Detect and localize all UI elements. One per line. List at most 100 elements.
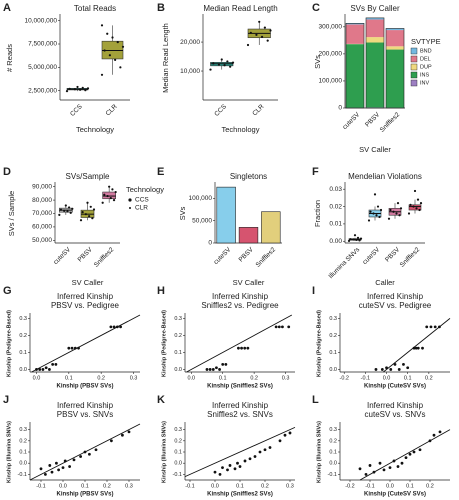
point [218,368,221,371]
point [379,208,383,212]
point [255,33,258,36]
point [385,366,388,370]
point [215,366,218,370]
point [103,193,106,196]
legend-symbol [128,198,132,202]
bar-segment [346,23,364,25]
point [392,459,396,463]
x-tick-label: 0.3 [282,375,290,381]
point [64,204,67,207]
x-tick-label: 0.3 [130,375,138,381]
y-tick-label: 20,000 [180,39,200,46]
point [70,346,74,350]
legend-swatch [410,55,418,63]
point [38,368,42,371]
legend-label: DUP [420,64,432,70]
point [221,466,224,470]
point [400,461,404,465]
chart-title: Inferred Kinship [367,401,424,410]
point [211,368,215,371]
x-tick-label: cuteSV [341,111,361,131]
point [253,455,257,458]
point [88,452,91,456]
panel-letter: J [3,394,9,406]
y-axis-label: SVs / Sample [7,191,16,236]
y-axis-label: Kinship (Illumina SNVs) [6,421,12,483]
point [67,346,71,350]
x-tick-label: 0.2 [103,483,111,489]
point [83,450,87,454]
bar [238,227,259,244]
point [389,208,392,212]
chart-title: Total Reads [74,4,116,13]
point [243,459,247,463]
legend-label: CLR [135,205,148,212]
point [358,239,361,242]
y-tick-label: 0.2 [329,333,337,339]
x-tick-label: CLR [105,103,119,117]
bar-segment [366,42,384,108]
point [121,433,124,437]
point [238,465,242,468]
point [224,362,228,366]
chart-subtitle: cuteSV vs. SNVs [365,410,426,419]
point [79,455,82,458]
x-tick-label: 0.0 [33,375,41,381]
point [66,210,69,213]
point [91,217,94,220]
point [208,368,212,371]
point [89,205,92,208]
y-tick-label: 90,000 [32,183,52,190]
point [61,466,65,470]
point [268,446,272,449]
point [414,346,418,350]
point [418,448,422,452]
bar [216,186,236,244]
identity-line [184,426,296,478]
point [433,325,437,329]
point [393,362,397,366]
point [109,196,112,200]
bar-segment [366,17,384,20]
x-tick-label: PBSV [238,246,256,264]
point [425,325,429,329]
point [217,63,221,66]
point [218,473,222,476]
point [378,461,382,465]
y-tick-label: 0.2 [174,333,182,339]
point [213,470,217,474]
x-tick-label: Sniffles2 [255,246,278,269]
point [369,210,372,213]
point [243,346,247,350]
point [376,205,380,208]
y-axis-label: Kinship (Illumina SNVs) [161,421,167,483]
y-tick-label: 50,000 [192,217,212,224]
x-tick-label: 0.2 [425,375,433,381]
point [67,206,71,209]
bar-segment [386,30,404,47]
point [108,54,111,57]
y-tick-label: 0.3 [174,427,182,433]
point [119,325,122,329]
panel-letter: K [157,394,165,406]
legend-label: BND [420,48,432,54]
point [249,31,252,34]
x-axis-label: Kinship (Sniffles2 SVs) [207,384,273,390]
point [112,325,116,329]
point [274,325,278,329]
point [404,456,408,459]
point [260,35,264,38]
point [415,207,418,210]
x-tick-label: 0.1 [81,483,89,489]
bar-segment [346,24,364,44]
x-tick-label: -0.2 [339,375,348,381]
x-tick-label: 0.3 [286,483,294,489]
y-tick-label: 0.0 [329,461,337,467]
bar-outline [365,17,385,109]
x-tick-label: 0.1 [236,483,244,489]
y-tick-label: 0.0 [329,367,337,373]
legend-swatch [410,63,418,71]
point [127,430,131,434]
point [68,87,71,90]
